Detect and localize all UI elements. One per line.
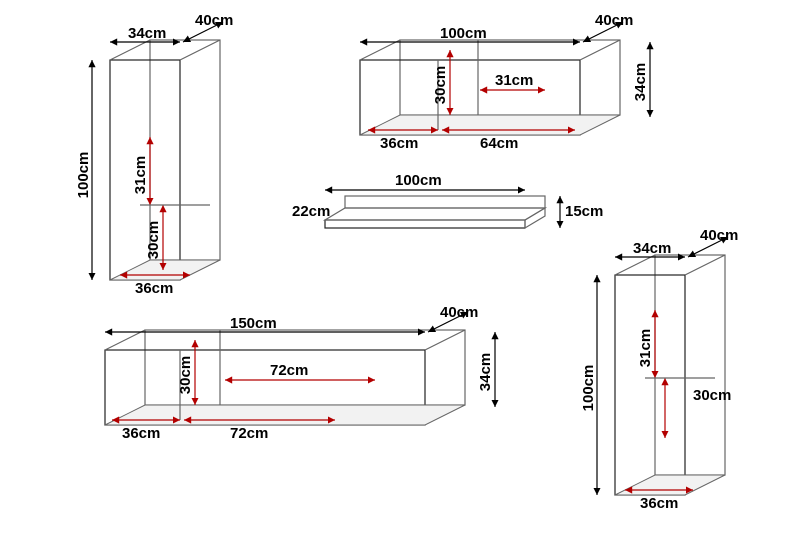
dim-label: 31cm: [132, 156, 149, 194]
dim-label: 34cm: [633, 240, 671, 257]
dim-label: 64cm: [480, 135, 518, 152]
dim-label: 36cm: [640, 495, 678, 512]
dim-label: 34cm: [128, 25, 166, 42]
dim-label: 36cm: [135, 280, 173, 297]
dim-label: 72cm: [270, 362, 308, 379]
furniture-dimensions-diagram: 34cm 40cm 100cm 31cm 30cm 36cm 100cm 40c…: [0, 0, 800, 533]
dim-label: 100cm: [75, 152, 92, 199]
dim-label: 30cm: [177, 356, 194, 394]
dim-label: 22cm: [292, 203, 330, 220]
dim-label: 100cm: [440, 25, 487, 42]
wide-cabinet-top: 100cm 40cm 34cm 30cm 31cm 36cm 64cm: [360, 12, 650, 152]
wide-cabinet-bottom: 150cm 40cm 34cm 30cm 72cm 36cm 72cm: [105, 304, 495, 442]
dim-label: 34cm: [477, 353, 494, 391]
dim-label: 30cm: [693, 387, 731, 404]
dim-label: 30cm: [432, 66, 449, 104]
tall-cabinet-right: 34cm 40cm 100cm 31cm 30cm 36cm: [580, 227, 738, 512]
dim-label: 36cm: [380, 135, 418, 152]
dim-label: 36cm: [122, 425, 160, 442]
dim-label: 40cm: [440, 304, 478, 321]
dim-label: 31cm: [637, 329, 654, 367]
dim-label: 40cm: [195, 12, 233, 29]
dim-label: 72cm: [230, 425, 268, 442]
dim-label: 100cm: [580, 365, 597, 412]
tall-cabinet-left: 34cm 40cm 100cm 31cm 30cm 36cm: [75, 12, 233, 297]
dim-label: 34cm: [632, 63, 649, 101]
shelf-middle: 100cm 22cm 15cm: [292, 172, 603, 228]
dim-label: 30cm: [145, 221, 162, 259]
dim-label: 15cm: [565, 203, 603, 220]
dim-label: 100cm: [395, 172, 442, 189]
dim-label: 31cm: [495, 72, 533, 89]
dim-label: 40cm: [700, 227, 738, 244]
dim-label: 40cm: [595, 12, 633, 29]
dim-label: 150cm: [230, 315, 277, 332]
